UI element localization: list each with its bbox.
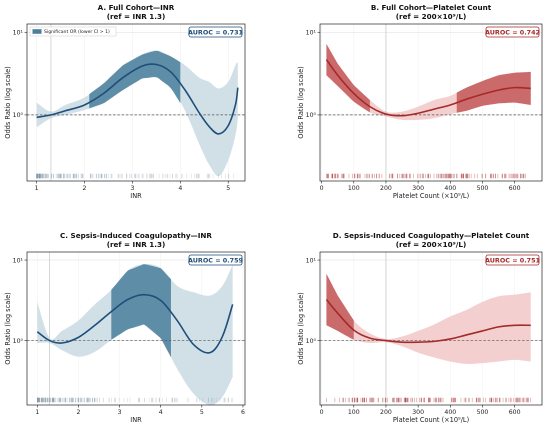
- x-tick-label: 300: [412, 409, 424, 416]
- panel-B: 0 100 200 300 400 500 600 10⁰ 10¹ B. Full Cohort—…: [297, 3, 543, 200]
- x-tick-label: 6: [241, 409, 245, 416]
- y-tick-label: 10⁰: [13, 338, 24, 345]
- y-tick-label: 10¹: [306, 257, 317, 264]
- x-tick-label: 1: [35, 409, 39, 416]
- x-tick-label: 500: [477, 409, 489, 416]
- auroc-label: AUROC = 0.731: [188, 28, 243, 36]
- or-curve: [325, 59, 531, 117]
- y-tick-label: 10⁰: [306, 338, 317, 345]
- rug-plot: [36, 397, 233, 403]
- x-tick-label: 600: [509, 409, 521, 416]
- x-tick-label: 400: [444, 185, 456, 192]
- panel-title: D. Sepsis-Induced Coagulopathy—Platelet …: [333, 231, 530, 240]
- x-tick-label: 600: [509, 185, 521, 192]
- panel-subtitle: (ref = 200×10⁹/L): [396, 12, 467, 21]
- or-curve: [325, 299, 531, 344]
- x-tick-label: 2: [83, 185, 87, 192]
- panel-A: 1 2 3 4 5 10⁰ 10¹ A. Full Cohort—INR(ref = INR …: [4, 3, 246, 200]
- plot-area: [27, 252, 245, 405]
- x-tick-label: 400: [444, 409, 456, 416]
- y-axis-label: Odds Ratio (log scale): [297, 292, 305, 364]
- x-tick-label: 300: [412, 185, 424, 192]
- or-curve: [36, 293, 234, 354]
- x-axis-label: Platelet Count (×10⁹/L): [393, 192, 469, 200]
- x-tick-label: 2: [76, 409, 80, 416]
- x-tick-label: 200: [380, 185, 392, 192]
- x-tick-label: 4: [159, 409, 163, 416]
- legend-label: Significant OR (lower CI > 1): [44, 29, 110, 35]
- axes-frame: [26, 251, 246, 406]
- panel-title: C. Sepsis-Induced Coagulopathy—INR: [60, 231, 212, 240]
- panel-subtitle: (ref = INR 1.3): [107, 240, 166, 249]
- plot-area: [320, 252, 542, 405]
- x-axis-label: Platelet Count (×10⁹/L): [393, 416, 469, 424]
- significant-band: [326, 43, 370, 113]
- axes-frame: [319, 23, 543, 182]
- legend-box: [29, 26, 117, 37]
- x-axis-label: INR: [130, 416, 142, 424]
- y-axis-label: Odds Ratio (log scale): [4, 66, 12, 138]
- significant-band: [111, 264, 171, 358]
- auroc-label: AUROC = 0.759: [188, 256, 244, 264]
- significant-band: [89, 50, 181, 109]
- x-tick-label: 4: [178, 185, 182, 192]
- significant-band: [456, 71, 531, 113]
- x-tick-label: 3: [118, 409, 122, 416]
- panel-D: 0 100 200 300 400 500 600 10⁰ 10¹ D. Sepsis-Induc…: [297, 231, 543, 424]
- ci-band: [37, 263, 233, 405]
- auroc-box: [485, 254, 540, 266]
- significant-band: [326, 273, 354, 340]
- panel-subtitle: (ref = 200×10⁹/L): [396, 240, 467, 249]
- x-axis-label: INR: [130, 192, 142, 200]
- axes-frame: [26, 23, 246, 182]
- x-tick-label: 0: [320, 185, 324, 192]
- x-tick-label: 200: [380, 409, 392, 416]
- y-tick-label: 10⁰: [13, 112, 24, 119]
- auroc-label: AUROC = 0.742: [485, 28, 540, 36]
- x-tick-label: 3: [130, 185, 134, 192]
- panel-subtitle: (ref = INR 1.3): [107, 12, 166, 21]
- auroc-box: [485, 26, 540, 38]
- plot-area: [320, 24, 542, 181]
- panel-title: A. Full Cohort—INR: [98, 3, 175, 12]
- x-tick-label: 0: [320, 409, 324, 416]
- y-tick-label: 10¹: [13, 257, 24, 264]
- x-tick-label: 5: [200, 409, 204, 416]
- x-tick-label: 100: [348, 409, 360, 416]
- ci-band: [326, 273, 531, 364]
- plot-area: [27, 24, 245, 181]
- y-axis-label: Odds Ratio (log scale): [4, 292, 12, 364]
- rug-plot: [326, 173, 527, 179]
- y-tick-label: 10⁰: [306, 112, 317, 119]
- ci-band: [36, 50, 238, 177]
- panel-title: B. Full Cohort—Platelet Count: [371, 3, 492, 12]
- auroc-box: [188, 26, 243, 38]
- auroc-box: [188, 254, 243, 266]
- x-tick-label: 500: [477, 185, 489, 192]
- or-curve: [36, 63, 239, 135]
- rug-plot: [36, 173, 234, 179]
- auroc-label: AUROC = 0.751: [485, 256, 540, 264]
- y-axis-label: Odds Ratio (log scale): [297, 66, 305, 138]
- rug-plot: [326, 397, 531, 403]
- x-tick-label: 1: [35, 185, 39, 192]
- y-tick-label: 10¹: [13, 29, 24, 36]
- legend-swatch: [32, 29, 42, 34]
- panel-C: 1 2 3 4 5 6 10⁰ 10¹ C. Sepsis-Induced Coagulopat…: [4, 231, 246, 424]
- x-tick-label: 5: [226, 185, 230, 192]
- y-tick-label: 10¹: [306, 29, 317, 36]
- axes-frame: [319, 251, 543, 406]
- x-tick-label: 100: [348, 185, 360, 192]
